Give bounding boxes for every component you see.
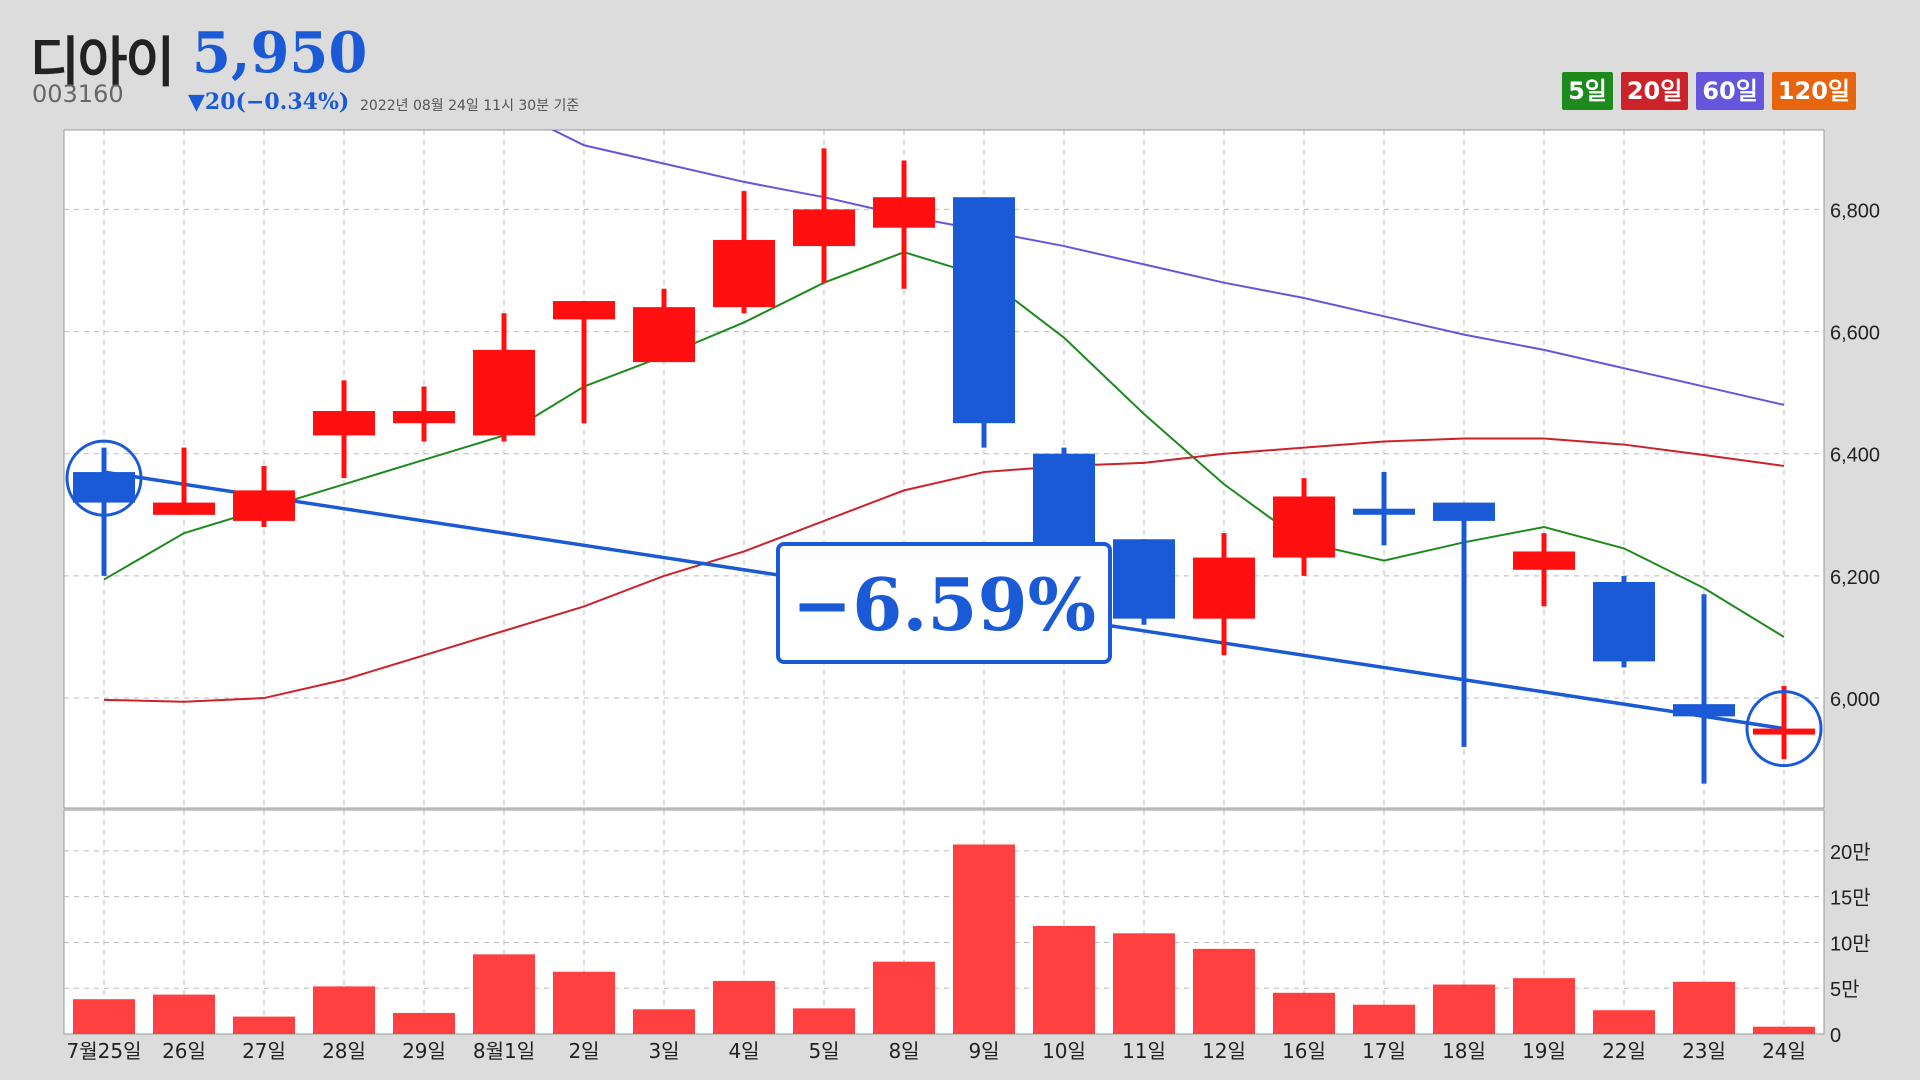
candle-body (1673, 704, 1735, 717)
volume-bar (1673, 981, 1735, 1034)
x-tick-label: 2일 (568, 1039, 599, 1063)
x-tick-label: 27일 (242, 1039, 286, 1063)
volume-bar (1193, 948, 1255, 1034)
volume-tick-label: 10만 (1830, 932, 1871, 955)
volume-tick-label: 0 (1830, 1025, 1841, 1047)
price-tick-label: 6,000 (1830, 689, 1880, 711)
x-tick-label: 5일 (808, 1039, 839, 1063)
percent-change-label: −6.59% (792, 562, 1096, 647)
volume-bar (1353, 1004, 1415, 1034)
price-panel (63, 129, 1825, 809)
x-tick-label: 3일 (648, 1039, 679, 1063)
legend-ma20[interactable]: 20일 (1620, 72, 1689, 110)
candle-body (153, 502, 215, 515)
x-tick-label: 28일 (322, 1039, 366, 1063)
candle-body (393, 410, 455, 424)
volume-bar (233, 1016, 295, 1034)
highlight-circle-start (65, 439, 143, 517)
volume-bar (1433, 984, 1495, 1034)
candle-body (1353, 508, 1415, 515)
legend-ma60[interactable]: 60일 (1696, 72, 1764, 110)
timestamp: 2022년 08월 24일 11시 30분 기준 (360, 98, 580, 114)
candle-body (953, 197, 1015, 424)
x-tick-label: 8월1일 (473, 1039, 535, 1063)
volume-bar (473, 954, 535, 1034)
volume-tick-label: 15만 (1830, 887, 1871, 910)
volume-bar (1513, 978, 1575, 1034)
price-series-group (73, 130, 1815, 784)
candle-body (713, 239, 775, 308)
x-tick-label: 9일 (968, 1039, 999, 1063)
candle-body (1113, 539, 1175, 619)
x-tick-label: 24일 (1762, 1039, 1806, 1063)
candle-body (793, 209, 855, 247)
x-tick-label: 11일 (1122, 1039, 1166, 1063)
volume-bar (953, 844, 1015, 1034)
x-tick-label: 10일 (1042, 1039, 1086, 1063)
volume-bar (873, 961, 935, 1034)
highlight-circle-end (1745, 690, 1823, 768)
x-tick-label: 19일 (1522, 1039, 1566, 1063)
volume-bar (713, 980, 775, 1034)
volume-bar (1033, 925, 1095, 1034)
volume-bar (553, 971, 615, 1034)
legend-ma5[interactable]: 5일 (1562, 72, 1613, 110)
price-tick-label: 6,800 (1830, 200, 1880, 222)
x-tick-label: 4일 (728, 1039, 759, 1063)
volume-bar (313, 986, 375, 1034)
candle-body (1433, 502, 1495, 521)
price-tick-label: 6,600 (1830, 323, 1880, 345)
moving-average-line (103, 251, 1785, 638)
x-tick-label: 16일 (1282, 1039, 1326, 1063)
volume-bar (1593, 1010, 1655, 1034)
volume-bar (1753, 1026, 1815, 1034)
volume-tick-label: 5만 (1830, 978, 1860, 1001)
x-tick-label: 22일 (1602, 1039, 1646, 1063)
candle-body (1593, 582, 1655, 662)
candle-body (473, 349, 535, 436)
x-tick-label: 7월25일 (67, 1039, 142, 1063)
moving-average-line (550, 130, 1785, 406)
x-tick-label: 12일 (1202, 1039, 1246, 1063)
price-tick-label: 6,400 (1830, 445, 1880, 467)
volume-bar (793, 1008, 855, 1034)
volume-bar (633, 1009, 695, 1034)
legend-ma120[interactable]: 120일 (1771, 72, 1856, 110)
volume-bar (1273, 992, 1335, 1034)
candle-body (233, 490, 295, 521)
candle-body (73, 472, 135, 503)
candle-body (1273, 496, 1335, 558)
x-tick-label: 26일 (162, 1039, 206, 1063)
x-tick-label: 23일 (1682, 1039, 1726, 1063)
candle-body (873, 197, 935, 228)
moving-average-line (103, 437, 1785, 703)
volume-tick-label: 20만 (1830, 841, 1871, 864)
volume-bar (393, 1012, 455, 1034)
price-tick-label: 6,200 (1830, 567, 1880, 589)
volume-bar (153, 994, 215, 1034)
stock-price: 5,950 (192, 20, 368, 86)
moving-average-legend: 5일 20일 60일 120일 (1562, 72, 1856, 110)
candle-body (553, 301, 615, 320)
x-tick-label: 18일 (1442, 1039, 1486, 1063)
volume-bar (1113, 933, 1175, 1034)
chart-header: 디아이 5,950 003160 ▼20(−0.34%) 2022년 08월 2… (0, 0, 1920, 130)
candle-body (633, 307, 695, 363)
candle-body (1513, 551, 1575, 570)
stock-code: 003160 (32, 80, 124, 108)
price-change: ▼20(−0.34%) (188, 89, 350, 115)
volume-bar (73, 999, 135, 1034)
x-tick-label: 17일 (1362, 1039, 1406, 1063)
x-tick-label: 8일 (888, 1039, 919, 1063)
candle-body (1193, 557, 1255, 619)
x-tick-label: 29일 (402, 1039, 446, 1063)
candle-body (313, 410, 375, 436)
candle-body (1753, 728, 1815, 735)
stock-name: 디아이 (30, 31, 175, 94)
percent-change-box (776, 542, 1112, 664)
